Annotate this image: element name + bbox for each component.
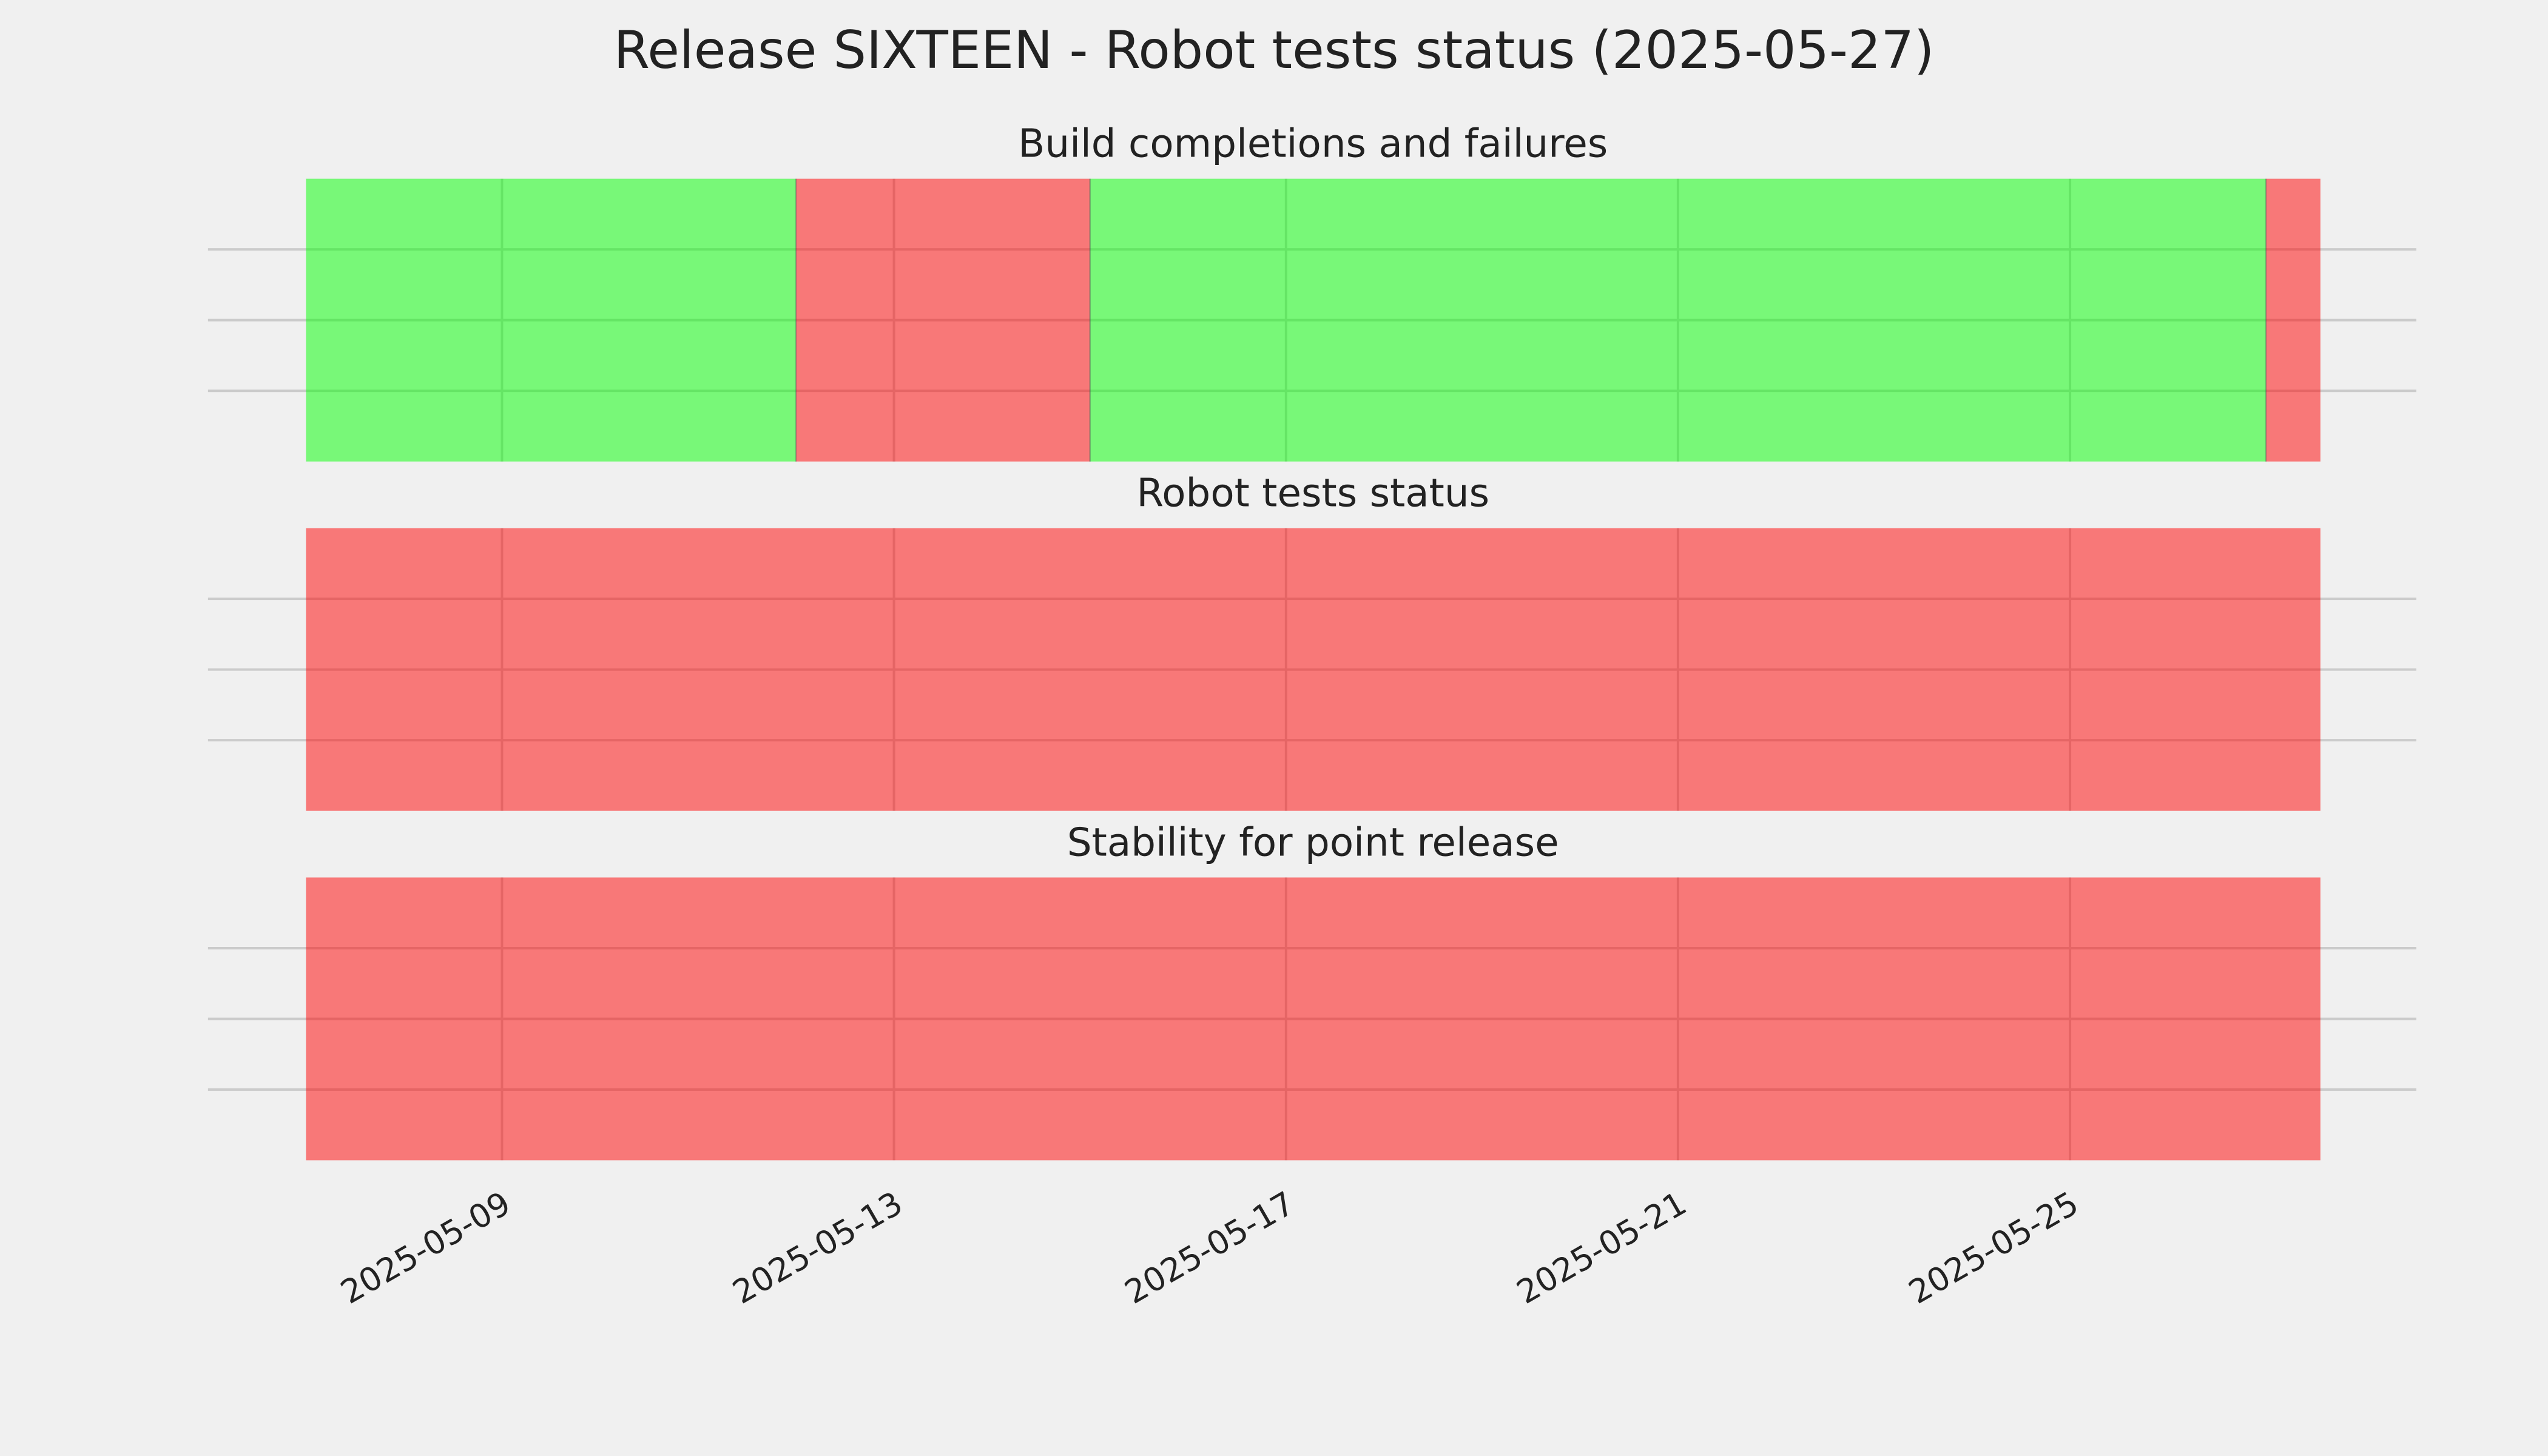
status-segment xyxy=(306,178,797,462)
status-segment xyxy=(306,877,2320,1161)
chart-title: Release SIXTEEN - Robot tests status (20… xyxy=(614,20,1935,81)
panel-title: Robot tests status xyxy=(1136,471,1489,516)
status-segment xyxy=(796,178,1090,462)
status-segment xyxy=(2266,178,2320,462)
panel-title: Stability for point release xyxy=(1067,820,1559,865)
status-segment xyxy=(1090,178,2267,462)
panel-title: Build completions and failures xyxy=(1018,121,1608,167)
status-segment xyxy=(306,528,2320,811)
